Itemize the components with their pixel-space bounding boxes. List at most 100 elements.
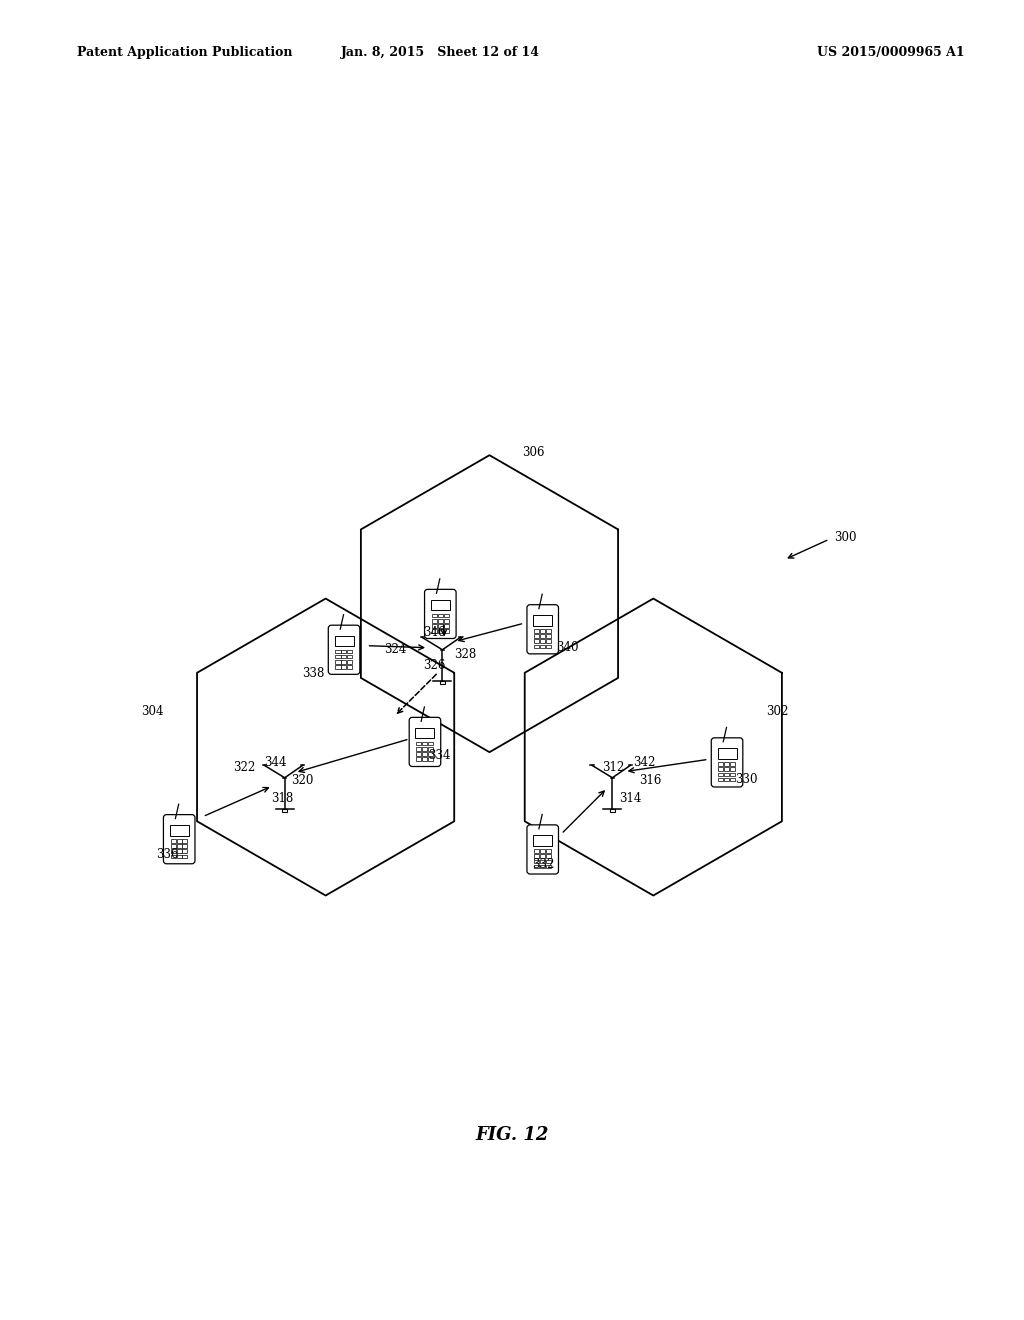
Text: Jan. 8, 2015   Sheet 12 of 14: Jan. 8, 2015 Sheet 12 of 14: [341, 46, 540, 59]
Bar: [422, 747, 427, 751]
Bar: [336, 655, 341, 659]
Bar: [417, 742, 422, 746]
Text: 338: 338: [302, 667, 325, 680]
Bar: [546, 635, 551, 638]
Bar: [432, 614, 437, 618]
Bar: [534, 615, 552, 626]
Bar: [546, 644, 551, 648]
Bar: [347, 649, 352, 653]
Bar: [182, 840, 187, 842]
Bar: [171, 845, 176, 847]
Bar: [282, 809, 288, 812]
Bar: [535, 639, 540, 643]
Bar: [546, 849, 551, 853]
Bar: [341, 649, 346, 653]
Bar: [724, 772, 729, 776]
Bar: [535, 849, 540, 853]
Bar: [535, 859, 540, 863]
Bar: [336, 665, 341, 669]
Bar: [443, 614, 449, 618]
Text: 332: 332: [532, 858, 555, 871]
FancyBboxPatch shape: [425, 589, 456, 639]
Bar: [347, 655, 352, 659]
Bar: [540, 859, 545, 863]
Bar: [428, 758, 433, 760]
Text: 330: 330: [735, 774, 758, 787]
Bar: [535, 644, 540, 648]
Bar: [176, 840, 181, 842]
Bar: [609, 809, 615, 812]
Bar: [534, 836, 552, 846]
Bar: [730, 767, 735, 771]
FancyBboxPatch shape: [712, 738, 742, 787]
Text: 336: 336: [156, 847, 178, 861]
Bar: [431, 599, 450, 610]
Bar: [546, 854, 551, 858]
Text: 346: 346: [423, 626, 445, 639]
Bar: [535, 635, 540, 638]
Bar: [546, 639, 551, 643]
Bar: [540, 849, 545, 853]
Bar: [540, 639, 545, 643]
Bar: [437, 624, 442, 628]
FancyBboxPatch shape: [527, 825, 558, 874]
Text: 306: 306: [522, 446, 545, 458]
Bar: [730, 777, 735, 781]
Bar: [171, 849, 176, 853]
Bar: [171, 854, 176, 858]
Text: 300: 300: [835, 531, 857, 544]
Text: Patent Application Publication: Patent Application Publication: [77, 46, 292, 59]
Bar: [724, 767, 729, 771]
Bar: [546, 630, 551, 632]
Bar: [546, 859, 551, 863]
Bar: [422, 758, 427, 760]
Bar: [347, 665, 352, 669]
Bar: [336, 649, 341, 653]
Text: 322: 322: [233, 762, 256, 774]
Bar: [428, 747, 433, 751]
Bar: [176, 849, 181, 853]
Bar: [724, 762, 729, 766]
Text: 344: 344: [264, 756, 287, 768]
Text: 326: 326: [423, 659, 445, 672]
Bar: [170, 825, 188, 836]
Text: 320: 320: [291, 775, 313, 787]
Text: 312: 312: [602, 762, 625, 774]
Bar: [439, 681, 445, 684]
FancyBboxPatch shape: [329, 626, 359, 675]
Bar: [546, 865, 551, 869]
FancyBboxPatch shape: [410, 717, 440, 767]
Bar: [535, 854, 540, 858]
Bar: [422, 752, 427, 755]
Bar: [341, 665, 346, 669]
Bar: [432, 630, 437, 632]
Bar: [432, 624, 437, 628]
Bar: [719, 777, 724, 781]
Bar: [535, 865, 540, 869]
Bar: [540, 644, 545, 648]
Bar: [432, 619, 437, 623]
Text: 340: 340: [556, 642, 579, 655]
Text: 342: 342: [633, 756, 655, 768]
Bar: [437, 614, 442, 618]
Bar: [437, 619, 442, 623]
Text: US 2015/0009965 A1: US 2015/0009965 A1: [817, 46, 965, 59]
Bar: [540, 854, 545, 858]
Bar: [540, 865, 545, 869]
Bar: [336, 660, 341, 664]
Text: 304: 304: [141, 705, 164, 718]
Bar: [540, 635, 545, 638]
Bar: [417, 758, 422, 760]
Text: FIG. 12: FIG. 12: [475, 1126, 549, 1144]
Bar: [718, 748, 736, 759]
Bar: [443, 619, 449, 623]
Text: 314: 314: [620, 792, 642, 805]
Bar: [182, 854, 187, 858]
Bar: [730, 772, 735, 776]
Text: 302: 302: [766, 705, 788, 718]
Bar: [719, 762, 724, 766]
Bar: [443, 624, 449, 628]
Bar: [437, 630, 442, 632]
Bar: [443, 630, 449, 632]
Text: 324: 324: [384, 643, 407, 656]
